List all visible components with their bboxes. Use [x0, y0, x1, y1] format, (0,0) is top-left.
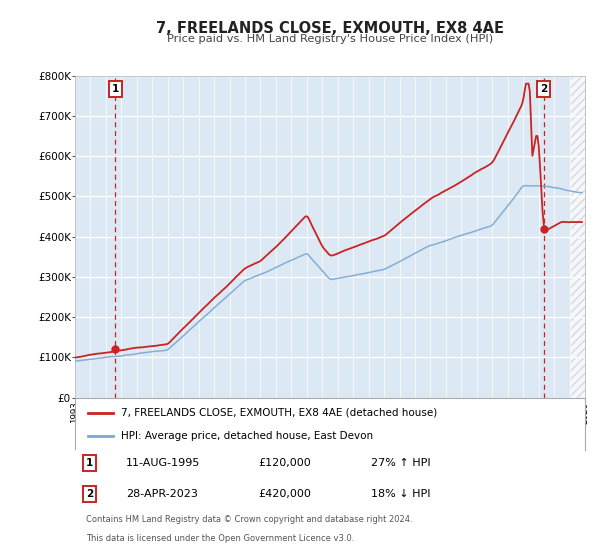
Text: 7, FREELANDS CLOSE, EXMOUTH, EX8 4AE (detached house): 7, FREELANDS CLOSE, EXMOUTH, EX8 4AE (de…: [121, 408, 437, 418]
Text: £120,000: £120,000: [259, 458, 311, 468]
Text: HPI: Average price, detached house, East Devon: HPI: Average price, detached house, East…: [121, 431, 373, 441]
Text: 7, FREELANDS CLOSE, EXMOUTH, EX8 4AE: 7, FREELANDS CLOSE, EXMOUTH, EX8 4AE: [156, 21, 504, 36]
Text: Contains HM Land Registry data © Crown copyright and database right 2024.: Contains HM Land Registry data © Crown c…: [86, 515, 413, 524]
Text: 2: 2: [540, 83, 547, 94]
Text: 1: 1: [86, 458, 94, 468]
Text: This data is licensed under the Open Government Licence v3.0.: This data is licensed under the Open Gov…: [86, 534, 355, 543]
Text: Price paid vs. HM Land Registry's House Price Index (HPI): Price paid vs. HM Land Registry's House …: [167, 34, 493, 44]
Text: £420,000: £420,000: [259, 489, 311, 498]
Text: 18% ↓ HPI: 18% ↓ HPI: [371, 489, 430, 498]
Text: 2: 2: [86, 489, 94, 498]
Text: 11-AUG-1995: 11-AUG-1995: [126, 458, 200, 468]
Text: 28-APR-2023: 28-APR-2023: [126, 489, 198, 498]
Text: 1: 1: [112, 83, 119, 94]
Text: 27% ↑ HPI: 27% ↑ HPI: [371, 458, 430, 468]
